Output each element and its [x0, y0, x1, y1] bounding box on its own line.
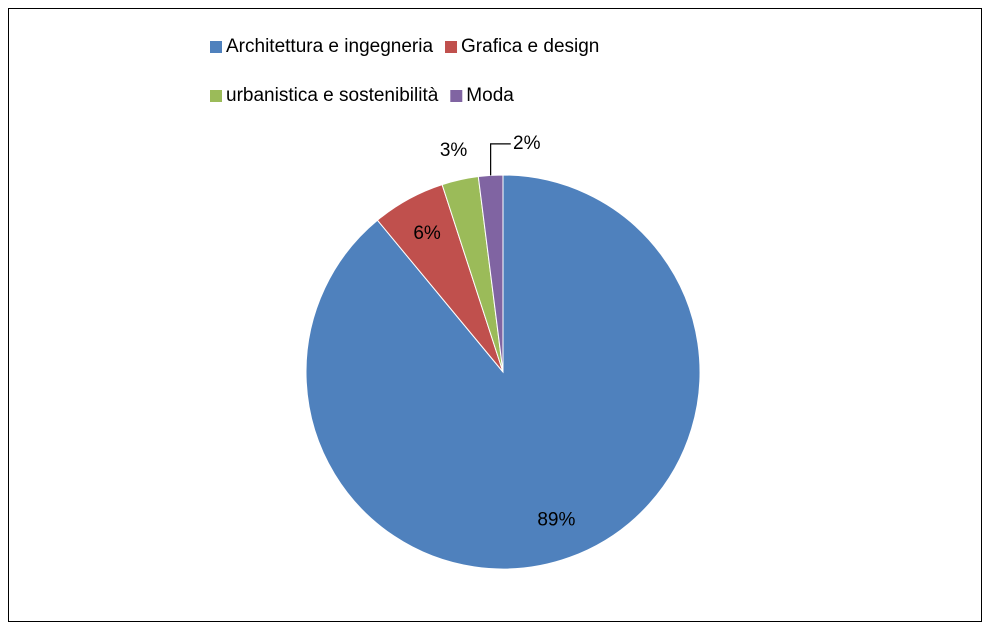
leader-line [490, 143, 511, 176]
data-label: 3% [440, 140, 468, 161]
legend-label: Architettura e ingegneria [226, 36, 433, 57]
legend-swatch [210, 41, 222, 53]
legend-label: Moda [466, 85, 514, 106]
pie-slice [305, 174, 701, 570]
data-label: 6% [413, 223, 441, 244]
legend-label: Grafica e design [461, 36, 599, 57]
data-label: 89% [537, 509, 575, 530]
legend-swatch [210, 90, 222, 102]
legend-label: urbanistica e sostenibilità [226, 85, 439, 106]
legend-swatch [450, 90, 463, 102]
legend-swatch [445, 41, 458, 53]
data-label: 2% [513, 133, 541, 154]
